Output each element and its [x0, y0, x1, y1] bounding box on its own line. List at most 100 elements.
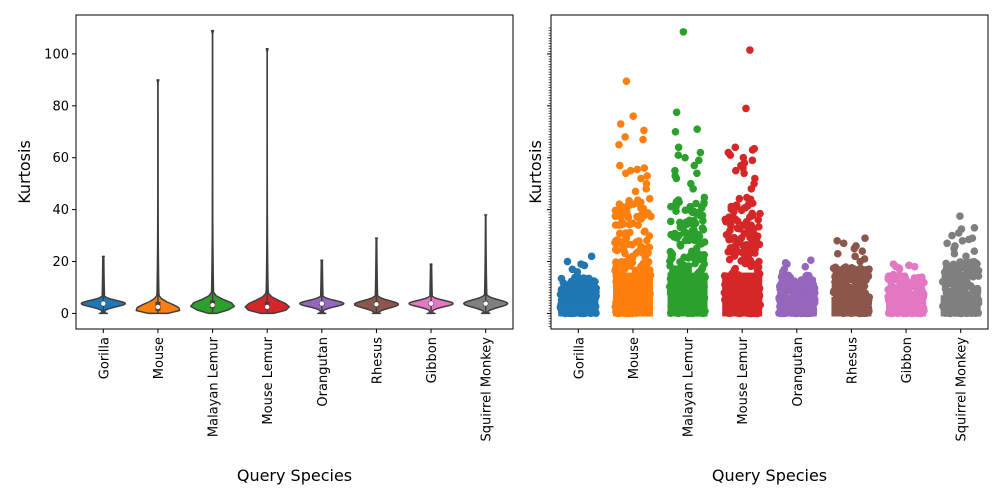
strip-point — [974, 272, 983, 280]
strip-point — [839, 288, 848, 296]
strip-point — [861, 289, 870, 298]
strip-point — [956, 278, 965, 287]
strip-point — [862, 271, 870, 280]
strip-point — [576, 283, 585, 291]
strip-point — [742, 104, 750, 113]
strip-point — [842, 268, 851, 277]
strip-point — [676, 241, 685, 250]
strip-point — [756, 209, 764, 218]
strip-point — [625, 256, 634, 264]
strip-point — [674, 151, 683, 159]
strip-point — [563, 283, 571, 292]
strip-point — [943, 239, 951, 248]
x-tick-label: Orangutan — [791, 337, 806, 407]
strip-point — [689, 253, 698, 262]
strip-point — [727, 235, 736, 244]
strip-point — [727, 202, 736, 211]
strip-point — [700, 193, 709, 202]
strip-point — [641, 227, 649, 236]
strip-point — [747, 185, 756, 193]
strip-point — [681, 153, 689, 162]
strip-point — [696, 148, 705, 157]
x-tick-label: Squirrel Monkey — [480, 337, 495, 442]
strip-point — [942, 259, 950, 268]
strip-point — [685, 205, 693, 214]
strip-rhesus — [829, 234, 874, 318]
y-tick-label: 100 — [44, 47, 69, 62]
strip-point — [698, 256, 707, 264]
strip-point — [683, 235, 691, 243]
strip-point — [961, 272, 969, 281]
strip-point — [700, 238, 709, 246]
strip-point — [850, 273, 858, 282]
strip-point — [688, 227, 696, 235]
strip-point — [680, 253, 688, 262]
strip-point — [858, 247, 867, 255]
strip-point — [671, 127, 680, 136]
strip-point — [740, 169, 748, 178]
strip-point — [691, 259, 699, 268]
strip-point — [672, 108, 681, 117]
strip-point — [636, 198, 645, 207]
strip-point — [950, 249, 959, 258]
strip-point — [970, 247, 979, 255]
strip-point — [808, 282, 817, 291]
strip-mouse-lemur — [720, 46, 764, 318]
violin-plot-panel: 0 20 40 60 80 100 Gorilla Mouse Malayan Lemur Mou… — [15, 14, 514, 485]
violin-mouse — [135, 79, 181, 315]
strip-point — [618, 218, 627, 227]
strip-point — [794, 284, 802, 293]
x-tick-label: Malayan Lemur — [682, 336, 697, 437]
strip-point — [896, 286, 905, 295]
strip-point — [639, 135, 647, 144]
strip-point — [962, 252, 970, 261]
x-tick-label: Squirrel Monkey — [955, 337, 970, 442]
strip-point — [776, 282, 784, 290]
strip-point — [740, 247, 748, 255]
strip-dense-band — [558, 300, 599, 317]
strip-point — [695, 250, 703, 258]
strip-point — [785, 283, 794, 292]
strip-point — [851, 252, 859, 261]
strip-point — [839, 274, 848, 283]
strip-point — [753, 232, 762, 240]
strip-dense-band — [722, 272, 763, 317]
strip-point — [625, 220, 634, 229]
strip-point — [755, 240, 764, 249]
strip-point — [668, 250, 677, 259]
x-tick-label: Gibbon — [900, 337, 915, 383]
violin-squirrel-monkey — [462, 214, 509, 315]
x-tick-label: Gorilla — [572, 337, 587, 379]
y-axis — [547, 27, 551, 327]
strip-point — [642, 185, 650, 193]
strip-point — [616, 120, 625, 128]
strip-point — [631, 187, 640, 196]
plot-area — [556, 28, 983, 318]
strip-point — [676, 223, 685, 232]
strip-point — [833, 249, 842, 258]
strip-point — [621, 235, 629, 244]
x-tick-label: Mouse Lemur — [261, 336, 276, 424]
strip-point — [789, 289, 797, 298]
strip-point — [953, 265, 961, 274]
y-tick-label: 20 — [52, 255, 69, 270]
axes-frame — [75, 14, 514, 330]
strip-point — [786, 276, 795, 284]
strip-point — [856, 257, 864, 266]
x-tick-label: Rhesus — [370, 337, 385, 384]
x-axis-label: Query Species — [237, 466, 352, 485]
strip-point — [693, 125, 701, 133]
strip-point — [584, 277, 593, 286]
x-tick-label: Gibbon — [425, 337, 440, 383]
strip-point — [680, 229, 688, 237]
strip-point — [777, 289, 785, 298]
strip-point — [639, 204, 648, 213]
strip-point — [969, 285, 978, 293]
strip-point — [850, 244, 859, 253]
strip-plot-panel: Gorilla Mouse Malayan Lemur Mouse Lemur Oran… — [526, 14, 989, 485]
strip-point — [698, 264, 707, 273]
strip-point — [752, 262, 760, 271]
x-tick-label: Gorilla — [97, 337, 112, 379]
strip-orangutan — [775, 256, 819, 318]
strip-point — [954, 229, 963, 237]
